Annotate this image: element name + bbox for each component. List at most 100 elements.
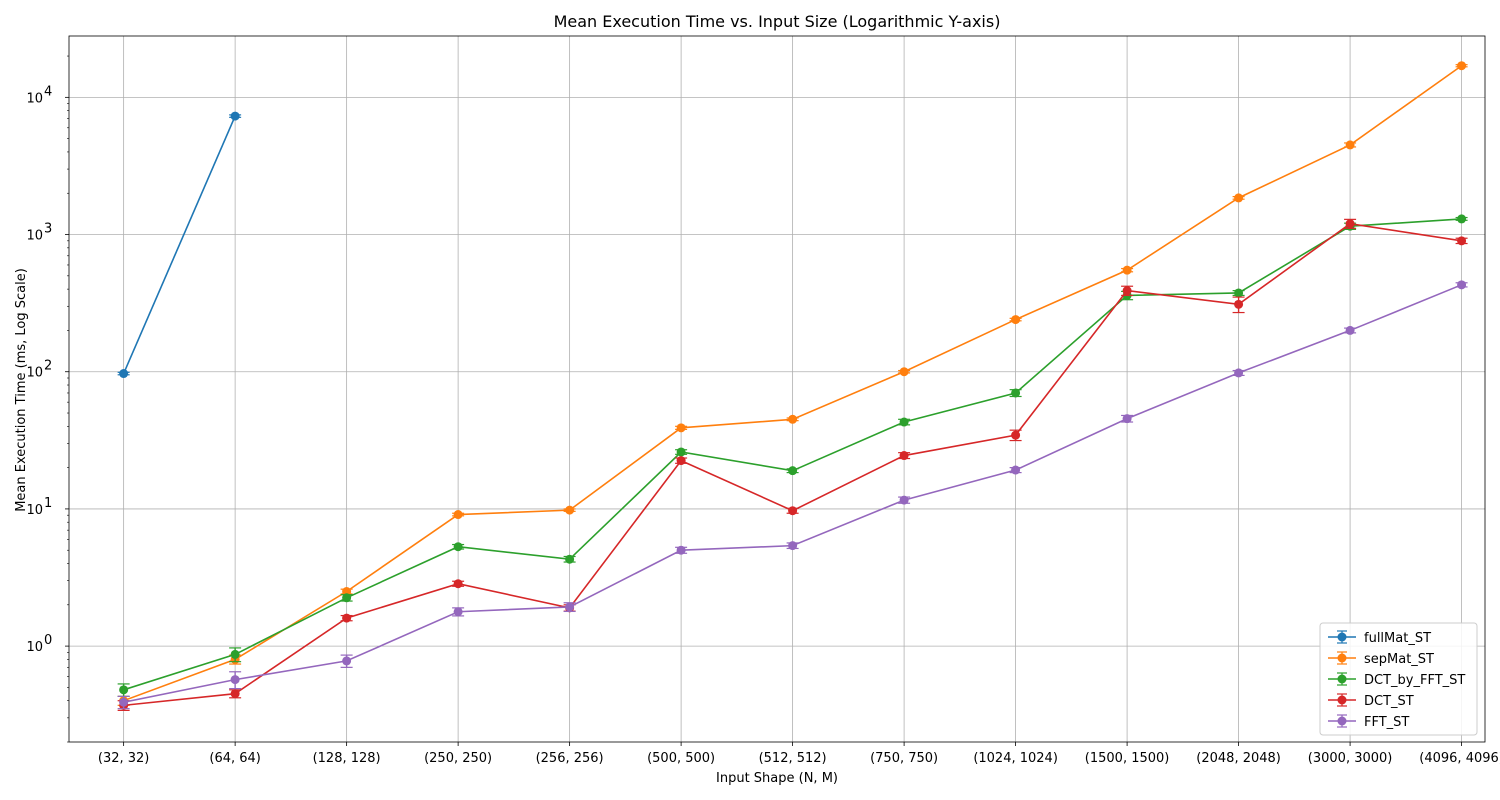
data-point xyxy=(342,587,352,597)
legend-marker xyxy=(1337,632,1347,642)
legend-label: DCT_ST xyxy=(1364,694,1414,709)
data-point xyxy=(788,541,798,551)
series-fullMat_ST xyxy=(117,111,242,379)
chart-title: Mean Execution Time vs. Input Size (Loga… xyxy=(554,12,1001,31)
series-layer xyxy=(117,61,1468,711)
y-tick-label-exponent: 3 xyxy=(44,222,52,237)
x-tick-label: (250, 250) xyxy=(424,751,492,766)
legend: fullMat_ST sepMat_ST DCT_by_FFT_ST DCT_ST FF… xyxy=(1319,622,1478,736)
legend-marker xyxy=(1337,653,1347,663)
data-point xyxy=(1011,388,1021,398)
x-tick-label: (128, 128) xyxy=(313,751,381,766)
x-tick-label: (256, 256) xyxy=(536,751,604,766)
series-line-fullMat_ST xyxy=(122,115,236,374)
data-point xyxy=(230,675,240,685)
x-tick-label: (3000, 3000) xyxy=(1308,751,1393,766)
data-point xyxy=(1011,315,1021,325)
data-point xyxy=(119,369,129,379)
data-point xyxy=(1122,414,1132,424)
legend-marker xyxy=(1337,716,1347,726)
y-tick-label: 10 xyxy=(26,91,43,106)
data-point xyxy=(119,697,129,707)
legend-item-fullMat_ST: fullMat_ST xyxy=(1328,630,1431,646)
data-point xyxy=(342,613,352,623)
y-axis-title: Mean Execution Time (ms, Log Scale) xyxy=(14,268,29,512)
data-point xyxy=(1234,368,1244,378)
data-point xyxy=(565,505,575,515)
legend-item-DCT_ST: DCT_ST xyxy=(1328,693,1414,709)
data-point xyxy=(453,542,463,552)
y-tick-label-exponent: 1 xyxy=(44,496,52,511)
data-point xyxy=(788,506,798,516)
legend-box xyxy=(1319,622,1478,736)
x-tick-label: (2048, 2048) xyxy=(1196,751,1281,766)
legend-marker xyxy=(1337,674,1347,684)
legend-item-sepMat_ST: sepMat_ST xyxy=(1328,651,1434,667)
data-point xyxy=(1011,430,1021,440)
y-tick-label: 10 xyxy=(26,503,43,518)
data-point xyxy=(342,656,352,666)
y-tick-label-exponent: 0 xyxy=(44,633,52,648)
data-point xyxy=(1122,265,1132,275)
data-point xyxy=(788,466,798,476)
data-point xyxy=(1345,219,1355,229)
x-tick-label: (1500, 1500) xyxy=(1085,751,1170,766)
series-DCT_ST xyxy=(117,218,1468,711)
data-point xyxy=(788,414,798,424)
data-point xyxy=(1345,140,1355,150)
data-point xyxy=(453,510,463,520)
y-tick-label: 10 xyxy=(26,366,43,381)
data-point xyxy=(676,423,686,433)
y-tick-label: 10 xyxy=(26,640,43,655)
x-tick-label: (1024, 1024) xyxy=(973,751,1058,766)
legend-label: FFT_ST xyxy=(1364,715,1409,730)
data-point xyxy=(1345,325,1355,335)
x-tick-label: (64, 64) xyxy=(209,751,261,766)
axis-ticks: (32, 32) (64, 64) (128, 128) (250, 250) (256… xyxy=(26,55,1500,766)
data-point xyxy=(565,602,575,612)
data-point xyxy=(676,545,686,555)
legend-item-FFT_ST: FFT_ST xyxy=(1328,714,1409,730)
series-FFT_ST xyxy=(117,280,1468,710)
data-point xyxy=(342,593,352,603)
data-point xyxy=(1234,299,1244,309)
y-tick-label: 10 xyxy=(26,229,43,244)
plot-frame xyxy=(68,35,1486,743)
data-point xyxy=(899,417,909,427)
x-tick-label: (512, 512) xyxy=(759,751,827,766)
x-tick-label: (750, 750) xyxy=(870,751,938,766)
data-point xyxy=(1457,61,1467,71)
legend-label: DCT_by_FFT_ST xyxy=(1364,673,1465,688)
legend-marker xyxy=(1337,695,1347,705)
x-tick-label: (32, 32) xyxy=(98,751,150,766)
x-tick-label: (500, 500) xyxy=(647,751,715,766)
data-point xyxy=(1457,236,1467,246)
legend-label: fullMat_ST xyxy=(1364,631,1431,646)
data-point xyxy=(453,607,463,617)
x-tick-label: (4096, 4096) xyxy=(1419,751,1500,766)
data-point xyxy=(1011,465,1021,475)
data-point xyxy=(676,447,686,457)
data-point xyxy=(676,456,686,466)
data-point xyxy=(119,685,129,695)
data-point xyxy=(1234,193,1244,203)
data-point xyxy=(230,649,240,659)
data-point xyxy=(1457,214,1467,224)
x-axis-title: Input Shape (N, M) xyxy=(716,771,838,786)
y-tick-label-exponent: 2 xyxy=(44,359,52,374)
data-point xyxy=(453,579,463,589)
legend-item-DCT_by_FFT_ST: DCT_by_FFT_ST xyxy=(1328,672,1465,688)
data-point xyxy=(899,451,909,461)
data-point xyxy=(230,111,240,121)
legend-label: sepMat_ST xyxy=(1364,652,1434,667)
data-point xyxy=(1234,288,1244,298)
data-point xyxy=(899,495,909,505)
data-point xyxy=(565,554,575,564)
data-point xyxy=(1457,280,1467,290)
data-point xyxy=(230,689,240,699)
data-point xyxy=(1122,286,1132,296)
y-tick-label-exponent: 4 xyxy=(44,84,52,99)
